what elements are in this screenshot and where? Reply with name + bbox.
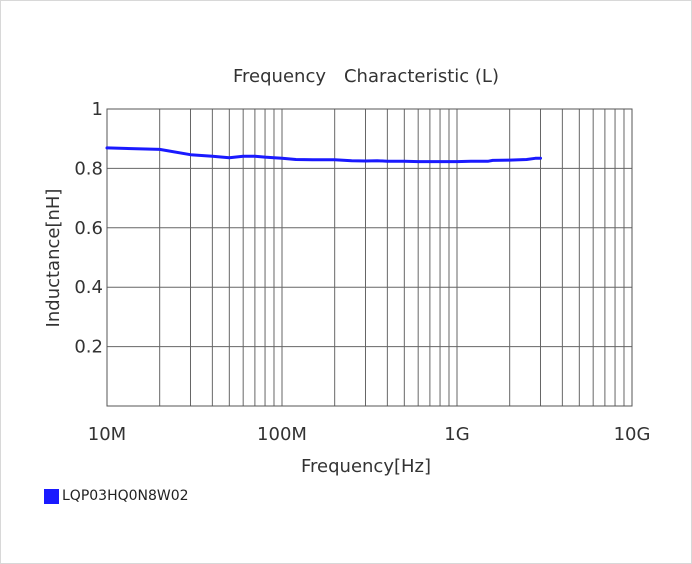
series-layer xyxy=(105,146,542,164)
y-axis-label: Inductance[nH] xyxy=(43,189,64,328)
plot-area xyxy=(106,108,633,407)
y-tick-label: 1 xyxy=(92,99,103,120)
x-tick-label: 100M xyxy=(257,424,307,445)
x-tick-label: 10M xyxy=(88,424,126,445)
legend: LQP03HQ0N8W02 xyxy=(44,488,189,504)
y-tick-label: 0.6 xyxy=(74,218,103,239)
y-tick-label: 0.2 xyxy=(74,337,103,358)
legend-label: LQP03HQ0N8W02 xyxy=(62,488,189,504)
x-tick-label: 10G xyxy=(614,424,651,445)
y-tick-label: 0.8 xyxy=(74,158,103,179)
y-tick-label: 0.4 xyxy=(74,277,103,298)
x-tick-label: 1G xyxy=(444,424,469,445)
series-line xyxy=(105,146,542,164)
x-axis-label: Frequency[Hz] xyxy=(301,456,431,477)
chart-title: Frequency Characteristic (L) xyxy=(233,66,499,87)
legend-swatch xyxy=(44,488,59,504)
tick-labels: 10M 100M 1G 10G 0.2 0.4 0.6 0.8 1 xyxy=(74,99,650,445)
